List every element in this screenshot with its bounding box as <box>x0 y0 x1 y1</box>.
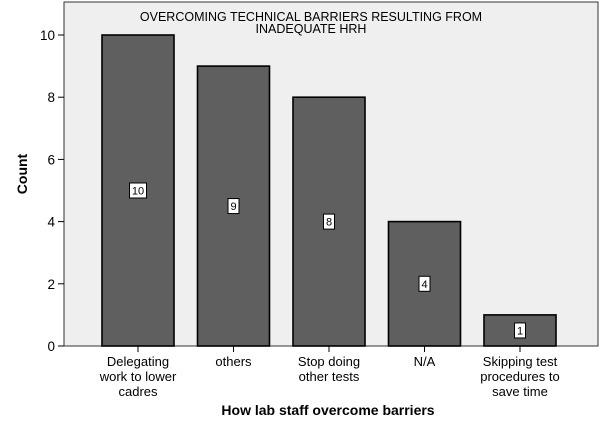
data-label-box <box>129 182 147 199</box>
data-label-box <box>323 213 335 230</box>
data-label-box <box>227 198 240 215</box>
chart-title-line: OVERCOMING TECHNICAL BARRIERS RESULTING … <box>140 10 482 24</box>
x-tick-label: N/A <box>414 354 436 369</box>
y-tick-label: 8 <box>47 90 55 105</box>
y-tick-label: 2 <box>47 277 55 292</box>
bars: 10 9 8 4 1 <box>101 34 557 347</box>
chart-title: OVERCOMING TECHNICAL BARRIERS RESULTING … <box>140 10 482 36</box>
x-axis-title: How lab staff overcome barriers <box>221 402 434 418</box>
data-label: 8 <box>326 217 332 229</box>
x-axis: Delegating work to lower cadres others Stop … <box>99 346 560 399</box>
y-tick-label: 6 <box>47 152 55 167</box>
data-label: 1 <box>517 325 523 337</box>
data-label-box <box>418 275 431 292</box>
data-label: 10 <box>132 186 144 198</box>
data-label: 9 <box>230 201 236 213</box>
y-tick-label: 4 <box>47 215 55 230</box>
y-axis-title: Count <box>14 153 30 194</box>
x-tick-label: others <box>215 354 252 369</box>
y-axis: 0 2 4 6 8 10 <box>40 28 64 354</box>
x-tick-label: Skipping test procedures to save time <box>480 354 560 399</box>
data-label: 4 <box>421 279 427 291</box>
chart-title-line: INADEQUATE HRH <box>256 22 367 36</box>
data-label-box <box>514 322 526 339</box>
y-tick-label: 10 <box>40 28 55 43</box>
x-tick-label: Delegating work to lower cadres <box>99 354 177 399</box>
x-tick-label: Stop doing other tests <box>298 354 360 384</box>
y-tick-label: 0 <box>47 339 55 354</box>
